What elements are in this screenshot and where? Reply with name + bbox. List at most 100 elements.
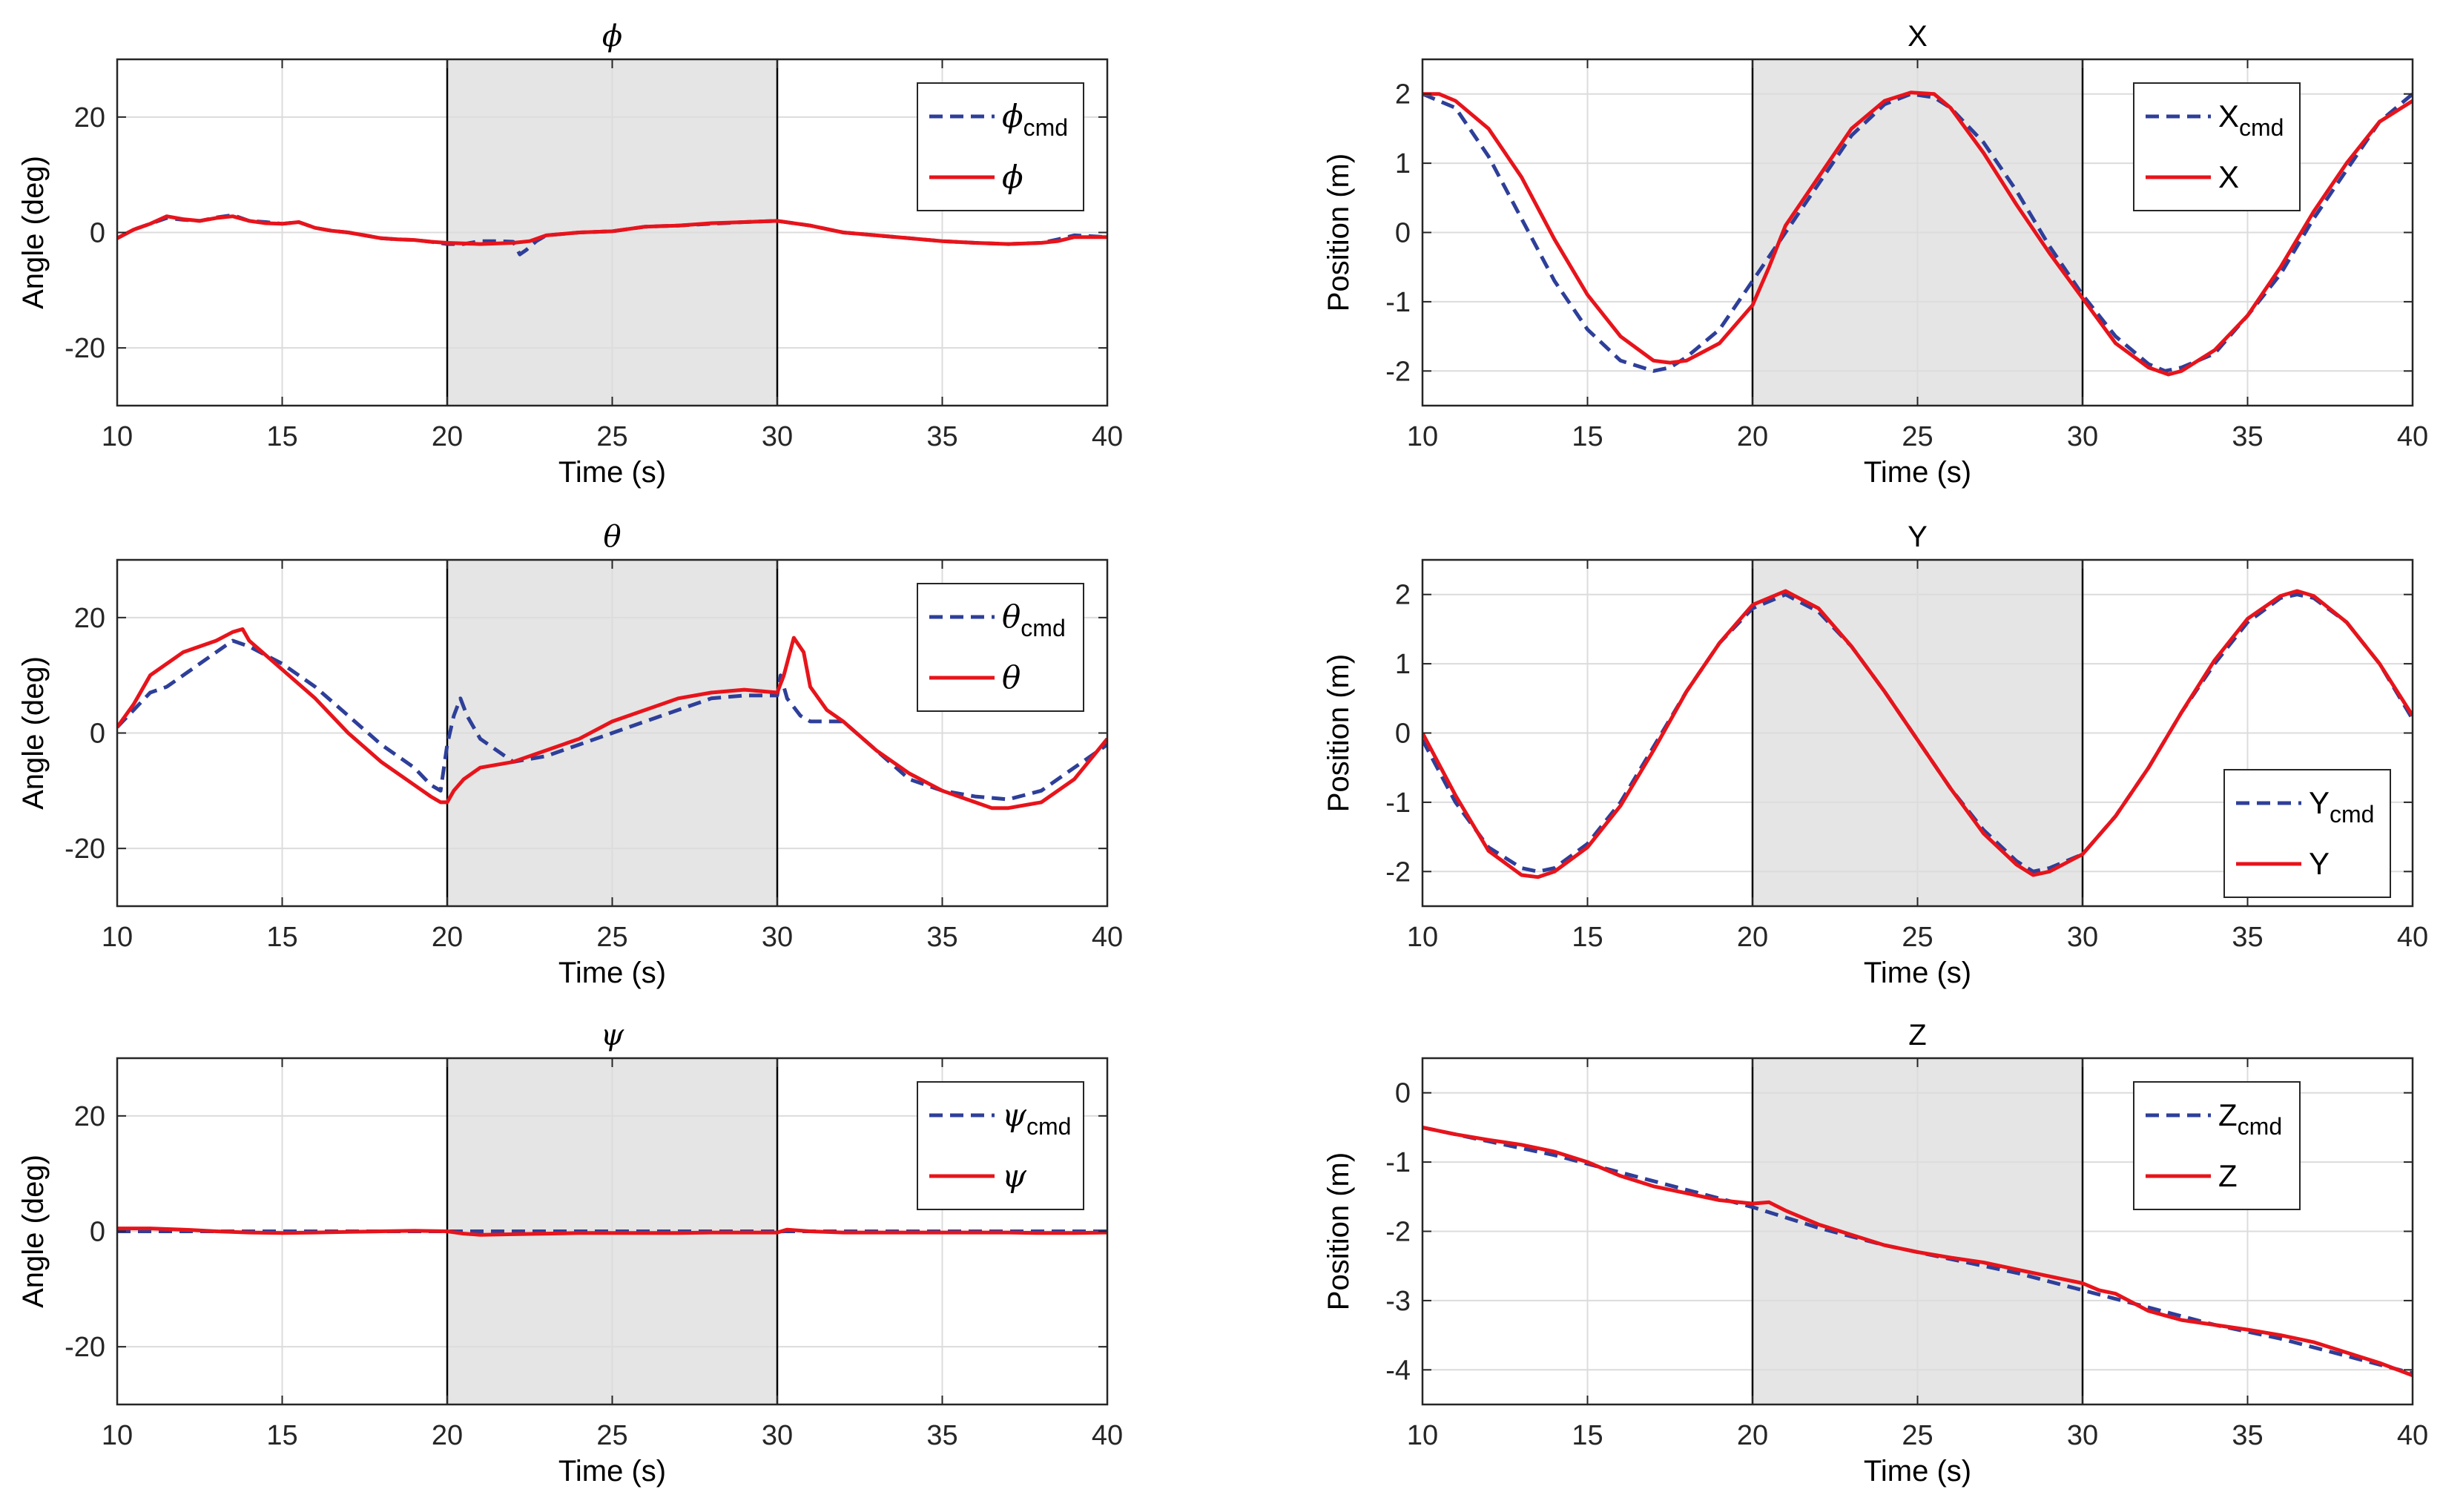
chart-5-ylabel: Angle (deg) xyxy=(17,1155,50,1308)
chart-2-xtick-label: 25 xyxy=(1902,421,1933,452)
chart-6-xtick-label: 30 xyxy=(2067,1420,2098,1451)
chart-4-xtick-label: 15 xyxy=(1572,922,1603,953)
chart-6-xtick-label: 40 xyxy=(2397,1420,2428,1451)
chart-1-ylabel: Angle (deg) xyxy=(17,156,50,309)
chart-6-ytick-label: -2 xyxy=(1385,1217,1411,1248)
chart-4-title: Y xyxy=(1908,521,1928,553)
chart-2-legend-subscript: cmd xyxy=(2239,114,2284,141)
chart-3-xtick-label: 30 xyxy=(762,922,793,953)
chart-6-xtick-label: 20 xyxy=(1737,1420,1768,1451)
chart-1-xtick-label: 10 xyxy=(102,421,133,452)
chart-1-xtick-label: 40 xyxy=(1092,421,1123,452)
chart-3-title: θ xyxy=(603,520,621,554)
chart-5: 10 15 20 25 30 35 40 -20 0 20 ψ Time (s) Angle (deg)… xyxy=(17,1018,1123,1488)
chart-4-ytick-label: -2 xyxy=(1385,856,1411,888)
chart-3-ylabel: Angle (deg) xyxy=(17,656,50,810)
chart-3-xtick-label: 20 xyxy=(432,922,463,953)
chart-1-xlabel: Time (s) xyxy=(558,456,666,489)
chart-5-xtick-label: 35 xyxy=(926,1420,957,1451)
chart-2-xtick-label: 30 xyxy=(2067,421,2098,452)
chart-4-ytick-label: 1 xyxy=(1395,649,1411,680)
chart-2-xtick-label: 10 xyxy=(1407,421,1438,452)
chart-6-legend-label-actual: Z xyxy=(2218,1158,2238,1193)
chart-3-xtick-label: 10 xyxy=(102,922,133,953)
chart-6-xtick-label: 35 xyxy=(2232,1420,2263,1451)
chart-6-ytick-label: 0 xyxy=(1395,1078,1411,1109)
chart-4-xtick-label: 25 xyxy=(1902,922,1933,953)
chart-5-xtick-label: 30 xyxy=(762,1420,793,1451)
chart-3-legend-box xyxy=(917,583,1084,712)
chart-5-xtick-label: 25 xyxy=(596,1420,627,1451)
chart-1: 10 15 20 25 30 35 40 -20 0 20 ϕ Time (s) Angle (deg)… xyxy=(17,19,1123,489)
chart-3-ytick-label: -20 xyxy=(65,833,105,865)
chart-1-title: ϕ xyxy=(602,19,622,53)
chart-3-legend-subscript: cmd xyxy=(1021,615,1065,641)
chart-3: 10 15 20 25 30 35 40 -20 0 20 θ Time (s) Angle (deg)… xyxy=(17,520,1123,989)
chart-1-legend-box xyxy=(917,82,1084,211)
chart-3-xtick-label: 35 xyxy=(926,922,957,953)
chart-5-ytick-label: 20 xyxy=(74,1101,105,1132)
chart-1-xtick-label: 15 xyxy=(266,421,297,452)
chart-2-ylabel: Position (m) xyxy=(1322,153,1355,311)
chart-4-ytick-label: -1 xyxy=(1385,788,1411,819)
chart-5-xtick-label: 20 xyxy=(432,1420,463,1451)
chart-5-xtick-label: 10 xyxy=(102,1420,133,1451)
chart-3-legend-label-actual: θ xyxy=(1002,659,1021,696)
chart-4-xtick-label: 40 xyxy=(2397,922,2428,953)
chart-6-title: Z xyxy=(1908,1019,1926,1052)
chart-6-legend-subscript: cmd xyxy=(2238,1113,2282,1140)
chart-6-xtick-label: 25 xyxy=(1902,1420,1933,1451)
chart-5-ytick-label: -20 xyxy=(65,1332,105,1363)
chart-2-title: X xyxy=(1908,20,1928,53)
chart-5-ytick-label: 0 xyxy=(90,1217,105,1248)
chart-4-legend-subscript: cmd xyxy=(2330,801,2374,828)
chart-2-legend-box xyxy=(2133,82,2301,211)
chart-1-legend-subscript: cmd xyxy=(1023,114,1068,141)
chart-4-ylabel: Position (m) xyxy=(1322,654,1355,812)
chart-6-xlabel: Time (s) xyxy=(1864,1455,1971,1488)
chart-1-xtick-label: 25 xyxy=(596,421,627,452)
chart-5-xtick-label: 15 xyxy=(266,1420,297,1451)
chart-4-ytick-label: 0 xyxy=(1395,719,1411,750)
chart-1-legend-label-actual: ϕ xyxy=(1002,159,1023,195)
chart-1-ytick-label: -20 xyxy=(65,333,105,364)
chart-4-xtick-label: 30 xyxy=(2067,922,2098,953)
chart-4-legend-label-actual: Y xyxy=(2309,846,2330,881)
chart-3-xtick-label: 15 xyxy=(266,922,297,953)
chart-3-xlabel: Time (s) xyxy=(558,957,666,989)
chart-3-ytick-label: 0 xyxy=(90,719,105,750)
chart-4-series-actual-line xyxy=(1422,589,2413,879)
chart-2-xtick-label: 40 xyxy=(2397,421,2428,452)
chart-2-legend-label-actual: X xyxy=(2218,159,2239,194)
chart-1-series-actual-line xyxy=(117,214,1107,246)
chart-6-ytick-label: -1 xyxy=(1385,1147,1411,1178)
chart-5-legend-box xyxy=(917,1081,1084,1210)
chart-6-legend-box xyxy=(2133,1081,2301,1210)
chart-2-xtick-label: 15 xyxy=(1572,421,1603,452)
chart-5-xlabel: Time (s) xyxy=(558,1455,666,1488)
chart-4-ytick-label: 2 xyxy=(1395,580,1411,611)
chart-4-legend-box xyxy=(2223,769,2391,898)
chart-5-xtick-label: 40 xyxy=(1092,1420,1123,1451)
chart-5-series-actual-line xyxy=(117,1227,1107,1237)
chart-3-series-actual-line xyxy=(117,627,1107,811)
chart-4-xtick-label: 10 xyxy=(1407,922,1438,953)
chart-6-ylabel: Position (m) xyxy=(1322,1152,1355,1310)
chart-2-xtick-label: 35 xyxy=(2232,421,2263,452)
chart-6-xtick-label: 10 xyxy=(1407,1420,1438,1451)
chart-2-xtick-label: 20 xyxy=(1737,421,1768,452)
chart-4-xtick-label: 20 xyxy=(1737,922,1768,953)
chart-2-ytick-label: 1 xyxy=(1395,148,1411,179)
chart-2-ytick-label: 0 xyxy=(1395,218,1411,249)
chart-1-xtick-label: 35 xyxy=(926,421,957,452)
chart-6-ytick-label: -3 xyxy=(1385,1286,1411,1317)
chart-3-ytick-label: 20 xyxy=(74,603,105,634)
chart-5-legend-label-actual: ψ xyxy=(1002,1158,1027,1194)
chart-2-ytick-label: 2 xyxy=(1395,79,1411,110)
